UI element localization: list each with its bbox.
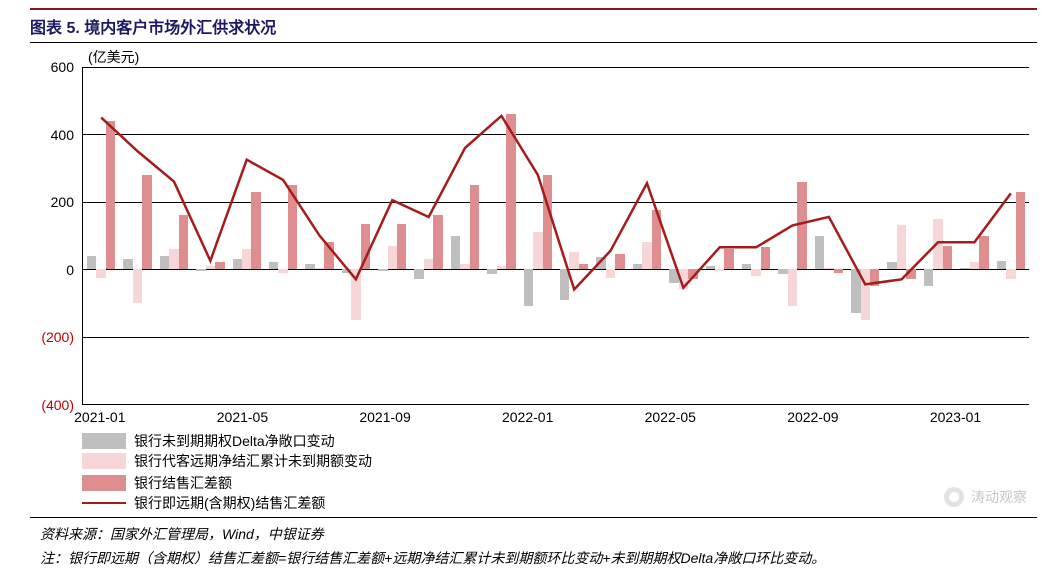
legend-swatch-delta: [82, 433, 126, 449]
total-line: [101, 116, 1011, 290]
chart-area: (亿美元) (400) (200) 0 200 400 600 2021-01 2021-0…: [30, 49, 1037, 429]
source-note: 资料来源：国家外汇管理局，Wind，中银证券: [40, 518, 1037, 546]
x-tick: 2021-01: [74, 409, 125, 425]
x-tick: 2022-01: [502, 409, 553, 425]
watermark-text: 涛动观察: [971, 487, 1027, 507]
legend-label-settle: 银行结售汇差额: [134, 473, 232, 493]
y-tick: 400: [30, 127, 74, 143]
y-axis-label: (亿美元): [88, 47, 139, 67]
x-tick: 2021-09: [359, 409, 410, 425]
watermark-icon: [943, 486, 965, 508]
x-tick: 2021-05: [217, 409, 268, 425]
legend: 银行未到期期权Delta净敞口变动 银行代客远期净结汇累计未到期额变动 银行结售…: [82, 431, 1037, 513]
x-tick: 2023-01: [930, 409, 981, 425]
line-layer: [83, 67, 1029, 404]
legend-label-forward: 银行代客远期净结汇累计未到期额变动: [134, 451, 372, 471]
legend-swatch-forward: [82, 453, 126, 469]
x-tick: 2022-09: [787, 409, 838, 425]
legend-item-settle: 银行结售汇差额: [82, 473, 562, 493]
y-tick: (400): [30, 397, 74, 413]
legend-item-delta: 银行未到期期权Delta净敞口变动: [82, 431, 562, 451]
y-tick: 600: [30, 59, 74, 75]
x-tick: 2022-05: [645, 409, 696, 425]
y-tick: 200: [30, 194, 74, 210]
footnote: 注：银行即远期（含期权）结售汇差额=银行结售汇差额+远期净结汇累计未到期额环比变…: [40, 546, 1037, 571]
plot-region: [82, 67, 1029, 405]
y-tick: 0: [30, 262, 74, 278]
legend-item-line: 银行即远期(含期权)结售汇差额: [82, 493, 562, 513]
legend-swatch-settle: [82, 475, 126, 491]
legend-label-delta: 银行未到期期权Delta净敞口变动: [134, 431, 335, 451]
legend-label-line: 银行即远期(含期权)结售汇差额: [134, 493, 325, 513]
chart-title-bar: 图表 5. 境内客户市场外汇供求状况: [30, 8, 1037, 43]
chart-title: 图表 5. 境内客户市场外汇供求状况: [30, 20, 276, 37]
watermark: 涛动观察: [943, 486, 1027, 508]
y-tick: (200): [30, 329, 74, 345]
legend-swatch-line: [82, 502, 126, 505]
legend-item-forward: 银行代客远期净结汇累计未到期额变动: [82, 451, 562, 471]
